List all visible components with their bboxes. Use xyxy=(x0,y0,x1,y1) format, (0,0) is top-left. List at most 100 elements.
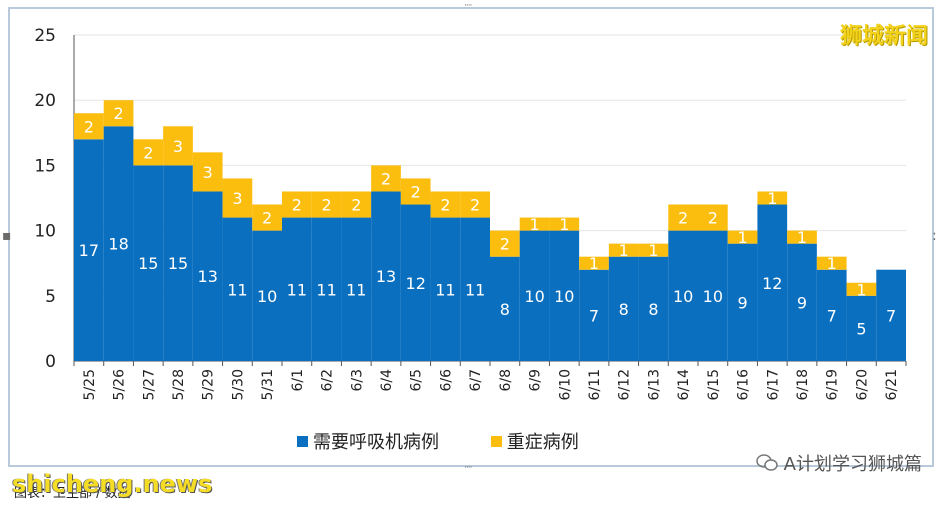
x-tick-label: 6/16 xyxy=(736,369,752,401)
data-label-ventilator: 18 xyxy=(108,235,128,254)
data-label-severe: 1 xyxy=(619,241,629,260)
legend-swatch-ventilator xyxy=(297,435,308,447)
resize-handle-right[interactable]: : xyxy=(932,228,937,244)
data-label-severe: 1 xyxy=(529,215,539,234)
bar-ventilator xyxy=(757,204,788,361)
x-tick-label: 6/8 xyxy=(498,369,514,392)
data-label-ventilator: 10 xyxy=(257,287,277,306)
legend-item-severe: 重症病例 xyxy=(490,428,579,454)
data-label-ventilator: 7 xyxy=(827,306,837,325)
x-tick-label: 5/28 xyxy=(171,369,187,400)
data-label-ventilator: 8 xyxy=(500,300,510,319)
resize-handle-top[interactable]: ···· xyxy=(464,1,473,11)
resize-handle-bottom[interactable]: ···· xyxy=(464,463,473,473)
x-tick-label: 6/21 xyxy=(884,369,900,400)
data-label-severe: 2 xyxy=(292,196,302,215)
bar-severe xyxy=(460,191,490,218)
bar-severe xyxy=(371,165,401,192)
wechat-account-name: A计划学习狮城篇 xyxy=(783,454,922,475)
data-label-ventilator: 11 xyxy=(227,280,247,299)
data-label-ventilator: 11 xyxy=(287,280,307,299)
bar-severe xyxy=(133,139,164,166)
data-label-severe: 2 xyxy=(262,209,272,228)
bar-severe xyxy=(816,256,847,270)
y-tick-label: 20 xyxy=(34,91,56,111)
resize-handle-left[interactable]: ▪ xyxy=(2,228,11,244)
data-label-ventilator: 10 xyxy=(703,287,723,306)
data-label-severe: 2 xyxy=(440,196,450,215)
x-tick-label: 6/1 xyxy=(290,369,306,392)
data-label-ventilator: 10 xyxy=(673,287,693,306)
data-label-ventilator: 13 xyxy=(376,267,396,286)
data-label-severe: 3 xyxy=(203,163,213,182)
bar-ventilator xyxy=(608,256,639,361)
bar-ventilator xyxy=(727,243,758,361)
bar-severe xyxy=(400,178,431,205)
x-tick-label: 6/15 xyxy=(706,369,722,400)
data-label-ventilator: 7 xyxy=(589,306,599,325)
x-tick-label: 6/6 xyxy=(438,369,454,392)
bar-severe xyxy=(846,282,877,296)
data-label-severe: 2 xyxy=(470,196,480,215)
x-tick-label: 6/11 xyxy=(587,369,603,400)
data-label-ventilator: 9 xyxy=(737,293,747,312)
x-tick-label: 6/12 xyxy=(617,369,633,400)
data-label-severe: 1 xyxy=(559,215,569,234)
bar-severe xyxy=(519,217,550,231)
bar-ventilator xyxy=(787,243,817,361)
data-label-severe: 1 xyxy=(797,228,807,247)
bar-severe xyxy=(341,191,372,218)
data-label-severe: 2 xyxy=(321,196,331,215)
bar-ventilator xyxy=(876,269,906,361)
data-label-ventilator: 9 xyxy=(797,293,807,312)
data-label-severe: 2 xyxy=(381,169,391,188)
data-label-severe: 2 xyxy=(351,196,361,215)
wechat-icon xyxy=(755,454,778,471)
legend-item-ventilator: 需要呼吸机病例 xyxy=(297,428,439,454)
footer-note: 图表：卫生部 / 数据 xyxy=(14,486,131,501)
data-label-ventilator: 7 xyxy=(886,306,896,325)
data-label-severe: 3 xyxy=(232,189,242,208)
data-label-severe: 2 xyxy=(113,104,123,123)
x-tick-label: 6/17 xyxy=(765,369,781,400)
bar-severe xyxy=(549,217,580,231)
x-tick-label: 6/10 xyxy=(557,369,573,400)
bar-severe xyxy=(252,204,282,231)
y-tick-label: 0 xyxy=(45,352,56,372)
x-tick-label: 6/5 xyxy=(409,369,425,392)
bar-ventilator xyxy=(460,217,490,361)
x-tick-label: 5/29 xyxy=(201,369,217,400)
x-tick-label: 5/30 xyxy=(230,369,246,400)
data-label-ventilator: 8 xyxy=(619,300,629,319)
data-label-severe: 1 xyxy=(827,254,837,273)
data-label-ventilator: 15 xyxy=(168,254,188,273)
x-tick-label: 6/14 xyxy=(676,369,692,401)
bar-severe xyxy=(222,178,253,218)
watermark: shicheng.news xyxy=(12,470,213,498)
legend: 需要呼吸机病例 重症病例 xyxy=(297,428,625,454)
data-label-ventilator: 5 xyxy=(856,319,866,338)
data-label-ventilator: 8 xyxy=(648,300,658,319)
data-label-ventilator: 17 xyxy=(79,241,99,260)
data-label-severe: 1 xyxy=(856,280,866,299)
data-label-severe: 1 xyxy=(648,241,658,260)
data-label-ventilator: 15 xyxy=(138,254,158,273)
data-label-severe: 2 xyxy=(411,182,421,201)
bar-ventilator xyxy=(400,204,431,361)
x-tick-label: 5/27 xyxy=(141,369,157,400)
bar-ventilator xyxy=(698,230,728,361)
y-tick-label: 5 xyxy=(45,287,56,307)
bar-severe xyxy=(430,191,461,218)
bar-ventilator xyxy=(192,191,223,361)
data-label-severe: 3 xyxy=(173,137,183,156)
bar-severe xyxy=(103,100,134,127)
legend-swatch-severe xyxy=(490,435,502,447)
x-tick-label: 6/13 xyxy=(646,369,662,400)
bar-severe xyxy=(192,152,223,192)
y-tick-label: 25 xyxy=(34,26,56,46)
data-label-severe: 2 xyxy=(708,209,718,228)
legend-label-ventilator: 需要呼吸机病例 xyxy=(313,432,439,453)
bar-ventilator xyxy=(668,230,698,361)
bar-ventilator xyxy=(252,230,282,361)
